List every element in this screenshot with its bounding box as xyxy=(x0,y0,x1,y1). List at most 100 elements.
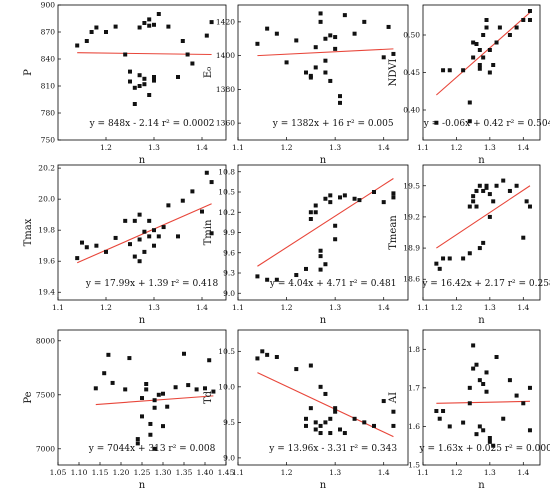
x-tick-label: 1.4 xyxy=(378,143,390,152)
trend-line xyxy=(436,400,530,404)
data-point xyxy=(323,420,328,425)
data-point xyxy=(477,183,482,188)
data-point xyxy=(318,11,323,16)
x-tick-label: 1.20 xyxy=(113,468,130,477)
data-point xyxy=(471,199,476,204)
y-tick-label: 18.6 xyxy=(403,275,420,284)
y-tick-label: 1380 xyxy=(216,85,235,94)
data-point xyxy=(527,18,532,22)
data-point xyxy=(471,55,476,60)
y-tick-label: 10.8 xyxy=(218,167,235,176)
data-point xyxy=(323,196,328,201)
data-point xyxy=(441,409,446,413)
y-tick-label: 10.5 xyxy=(218,347,235,356)
data-point xyxy=(323,262,328,267)
scatter-panel: 1.1 1.2 1.3 1.4 18.6 18.9 19.2 19.5 n Tmean y = 16… xyxy=(388,164,550,326)
data-point xyxy=(333,35,338,40)
data-point xyxy=(524,199,529,204)
data-point xyxy=(487,192,492,197)
data-point xyxy=(487,70,492,75)
data-point xyxy=(156,392,161,397)
data-point xyxy=(467,119,472,124)
data-point xyxy=(204,33,209,38)
x-axis-label: n xyxy=(139,480,146,491)
x-axis-label: n xyxy=(139,155,146,166)
data-point xyxy=(84,245,89,250)
equation-label: y = 7044x + 313 r² = 0.008 xyxy=(88,444,216,454)
data-point xyxy=(328,200,333,205)
data-point xyxy=(372,423,376,428)
y-tick-label: 7500 xyxy=(36,390,55,399)
x-tick-label: 1.2 xyxy=(281,143,293,152)
data-point xyxy=(507,188,512,193)
x-axis-label: n xyxy=(478,480,485,491)
x-axis-label: n xyxy=(478,315,485,326)
data-point xyxy=(328,416,333,421)
data-point xyxy=(501,178,506,183)
data-point xyxy=(477,424,482,429)
data-point xyxy=(147,23,152,28)
data-point xyxy=(166,24,171,29)
y-axis-label: P xyxy=(23,69,34,76)
equation-label: y = 16.42x + 2.17 r² = 0.258 xyxy=(421,279,550,289)
data-point xyxy=(308,217,313,221)
x-tick-label: 1.25 xyxy=(134,468,151,477)
data-point xyxy=(318,254,323,259)
data-point xyxy=(190,189,195,194)
data-point xyxy=(372,190,376,194)
data-point xyxy=(338,94,342,99)
data-point xyxy=(328,33,333,38)
data-point xyxy=(487,436,492,440)
data-point xyxy=(89,30,94,34)
data-point xyxy=(318,19,323,24)
plot-frame xyxy=(422,164,541,301)
data-point xyxy=(342,193,347,198)
equation-label: y = 17.99x + 1.39 r² = 0.418 xyxy=(85,279,219,289)
x-axis-label: n xyxy=(320,315,327,326)
plot-frame xyxy=(237,329,409,466)
data-point xyxy=(481,33,486,37)
data-point xyxy=(128,69,132,74)
data-point xyxy=(474,204,479,209)
x-tick-label: 1.2 xyxy=(450,468,462,477)
data-point xyxy=(484,370,489,375)
data-point xyxy=(481,428,486,433)
data-point xyxy=(342,431,347,436)
data-point xyxy=(527,9,532,13)
y-tick-label: 10.5 xyxy=(218,188,235,197)
data-point xyxy=(467,385,472,390)
data-point xyxy=(304,416,308,421)
data-point xyxy=(137,259,142,264)
y-tick-label: 0.45 xyxy=(403,68,420,77)
data-point xyxy=(142,21,147,25)
y-tick-label: 1.8 xyxy=(408,345,420,354)
y-tick-label: 0.50 xyxy=(403,31,420,40)
data-point xyxy=(318,423,323,428)
data-point xyxy=(182,351,186,356)
data-point xyxy=(514,393,519,398)
data-point xyxy=(357,198,362,203)
data-point xyxy=(123,52,128,57)
data-point xyxy=(294,273,299,278)
y-tick-label: 10.0 xyxy=(218,382,235,391)
data-point xyxy=(434,261,439,266)
data-point xyxy=(209,20,214,25)
data-point xyxy=(313,65,318,70)
data-point xyxy=(304,266,308,271)
data-point xyxy=(362,420,367,425)
x-tick-label: 1.2 xyxy=(281,468,293,477)
trend-line xyxy=(436,12,531,96)
data-point xyxy=(391,423,396,428)
data-point xyxy=(294,367,299,372)
x-tick-label: 1.4 xyxy=(378,303,390,312)
data-point xyxy=(132,102,137,106)
scatter-panel: 1.1 1.2 1.3 1.4 19.4 19.6 19.8 20.0 20.2 n Tmax y =… xyxy=(23,164,227,326)
y-tick-label: 1.5 xyxy=(408,461,420,470)
trend-line xyxy=(77,52,212,56)
data-point xyxy=(391,51,396,56)
data-point xyxy=(338,100,342,105)
data-point xyxy=(471,40,476,45)
x-tick-label: 1.1 xyxy=(417,143,429,152)
data-point xyxy=(185,52,190,57)
data-point xyxy=(165,404,170,409)
